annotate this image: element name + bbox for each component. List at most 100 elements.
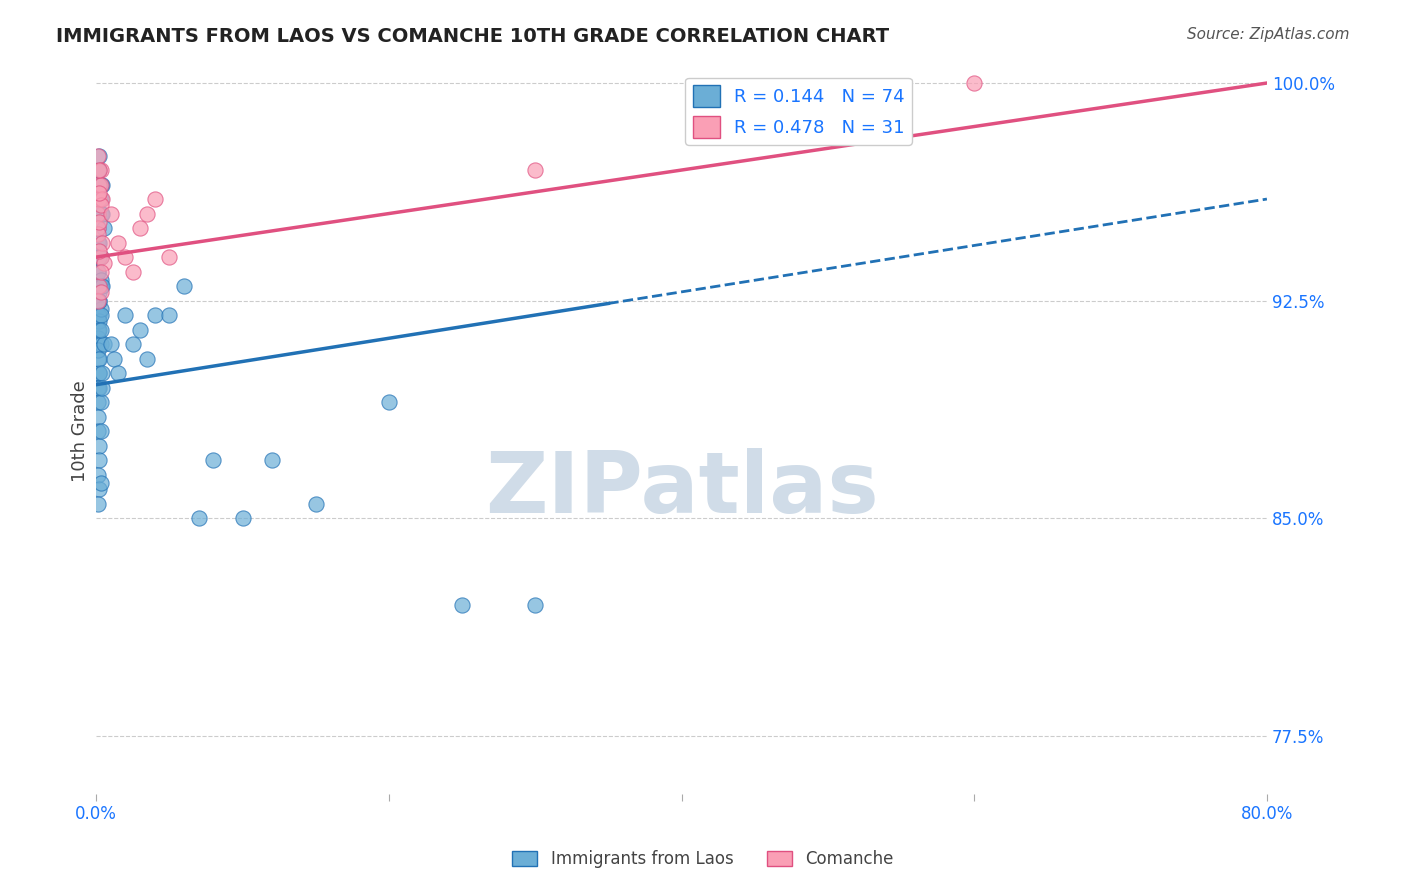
Point: [524, 163, 547, 178]
Point: [87, 366, 110, 380]
Point: [93, 256, 115, 270]
Point: [90, 163, 112, 178]
Point: [91, 206, 114, 220]
Point: [524, 598, 547, 612]
Point: [87, 235, 110, 250]
Point: [87, 314, 110, 328]
Point: [143, 192, 166, 206]
Point: [86, 343, 108, 357]
Point: [114, 250, 136, 264]
Point: [90, 308, 112, 322]
Point: [90, 192, 112, 206]
Point: [87, 215, 110, 229]
Point: [305, 497, 328, 511]
Text: IMMIGRANTS FROM LAOS VS COMANCHE 10TH GRADE CORRELATION CHART: IMMIGRANTS FROM LAOS VS COMANCHE 10TH GR…: [56, 27, 890, 45]
Point: [86, 163, 108, 178]
Point: [87, 293, 110, 308]
Point: [90, 178, 112, 192]
Point: [87, 439, 110, 453]
Point: [157, 250, 180, 264]
Point: [86, 497, 108, 511]
Point: [86, 206, 108, 220]
Point: [86, 351, 108, 366]
Point: [90, 337, 112, 351]
Point: [378, 395, 401, 409]
Point: [157, 308, 180, 322]
Point: [90, 198, 112, 212]
Point: [87, 163, 110, 178]
Point: [86, 424, 108, 438]
Point: [187, 511, 209, 525]
Point: [86, 331, 108, 345]
Point: [91, 366, 114, 380]
Text: ZIPatlas: ZIPatlas: [485, 448, 879, 531]
Point: [90, 302, 112, 317]
Point: [86, 235, 108, 250]
Point: [91, 279, 114, 293]
Point: [90, 264, 112, 278]
Point: [107, 235, 129, 250]
Point: [87, 163, 110, 178]
Point: [90, 273, 112, 287]
Point: [91, 235, 114, 250]
Point: [173, 279, 195, 293]
Point: [87, 366, 110, 380]
Point: [121, 337, 143, 351]
Point: [136, 206, 159, 220]
Point: [202, 453, 225, 467]
Point: [87, 482, 110, 496]
Point: [87, 279, 110, 293]
Point: [90, 250, 112, 264]
Point: [90, 206, 112, 220]
Point: [90, 279, 112, 293]
Point: [86, 395, 108, 409]
Y-axis label: 10th Grade: 10th Grade: [72, 380, 89, 482]
Point: [100, 206, 122, 220]
Point: [87, 308, 110, 322]
Point: [963, 76, 986, 90]
Point: [86, 148, 108, 162]
Point: [90, 424, 112, 438]
Point: [86, 264, 108, 278]
Point: [93, 221, 115, 235]
Point: [86, 308, 108, 322]
Point: [86, 381, 108, 395]
Point: [87, 250, 110, 264]
Point: [87, 148, 110, 162]
Point: [100, 337, 122, 351]
Point: [87, 453, 110, 467]
Point: [86, 322, 108, 336]
Point: [114, 308, 136, 322]
Legend: R = 0.144   N = 74, R = 0.478   N = 31: R = 0.144 N = 74, R = 0.478 N = 31: [685, 78, 912, 145]
Point: [86, 467, 108, 482]
Point: [87, 192, 110, 206]
Point: [87, 244, 110, 259]
Point: [87, 381, 110, 395]
Point: [260, 453, 283, 467]
Point: [86, 221, 108, 235]
Point: [121, 264, 143, 278]
Point: [90, 250, 112, 264]
Point: [90, 178, 112, 192]
Point: [86, 279, 108, 293]
Point: [107, 366, 129, 380]
Point: [93, 337, 115, 351]
Point: [87, 293, 110, 308]
Point: [87, 322, 110, 336]
Point: [86, 227, 108, 241]
Point: [86, 293, 108, 308]
Point: [129, 322, 152, 336]
Point: [231, 511, 253, 525]
Point: [91, 178, 114, 192]
Point: [451, 598, 474, 612]
Point: [90, 322, 112, 336]
Point: [86, 337, 108, 351]
Point: [86, 264, 108, 278]
Point: [136, 351, 159, 366]
Point: [129, 221, 152, 235]
Point: [86, 221, 108, 235]
Point: [87, 285, 110, 299]
Legend: Immigrants from Laos, Comanche: Immigrants from Laos, Comanche: [506, 844, 900, 875]
Point: [86, 409, 108, 424]
Point: [143, 308, 166, 322]
